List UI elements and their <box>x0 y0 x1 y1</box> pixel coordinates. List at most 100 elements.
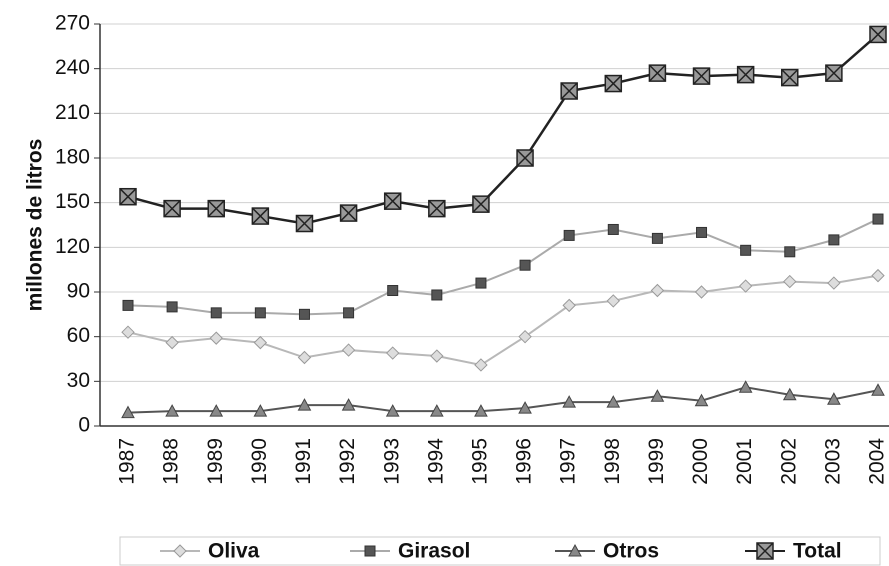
marker <box>339 204 358 222</box>
diamond <box>650 283 665 298</box>
marker <box>871 383 885 396</box>
triangle <box>606 395 621 408</box>
marker <box>648 64 667 82</box>
marker <box>297 398 312 411</box>
marker <box>651 232 663 244</box>
y-tick-label: 120 <box>55 235 90 258</box>
marker <box>165 404 179 417</box>
marker <box>383 192 402 210</box>
marker <box>696 226 708 238</box>
series-line <box>127 386 879 414</box>
square <box>431 289 443 301</box>
marker <box>430 349 444 363</box>
y-tick-label: 30 <box>67 369 90 392</box>
marker <box>781 68 799 87</box>
legend-label: Otros <box>603 540 659 563</box>
legend-label: Total <box>793 540 842 563</box>
diamond <box>562 298 576 313</box>
marker <box>253 404 268 417</box>
square <box>298 308 310 320</box>
diamond <box>474 358 488 372</box>
x-tick-label: 2003 <box>821 438 844 485</box>
y-axis-label: millones de litros <box>24 139 47 312</box>
y-tick-label: 180 <box>55 146 90 169</box>
marker <box>364 545 376 557</box>
marker <box>738 279 753 293</box>
marker <box>827 276 841 290</box>
marker <box>606 395 621 408</box>
diamond <box>121 325 135 339</box>
square <box>254 307 266 319</box>
triangle <box>738 380 753 393</box>
marker <box>163 199 181 218</box>
marker <box>298 308 310 320</box>
square <box>696 226 708 238</box>
cross <box>207 200 225 218</box>
x-tick-label: 1994 <box>424 438 447 485</box>
marker <box>828 234 840 246</box>
diamond <box>385 346 400 360</box>
cross <box>516 149 534 167</box>
marker <box>297 350 312 365</box>
square <box>740 244 752 256</box>
marker <box>251 207 270 225</box>
marker <box>783 274 797 289</box>
marker <box>253 335 268 350</box>
marker <box>385 346 400 360</box>
triangle <box>518 401 532 414</box>
marker <box>740 244 752 256</box>
x-tick-label: 1997 <box>557 438 580 485</box>
diamond <box>209 331 223 345</box>
marker <box>254 307 266 319</box>
marker <box>694 285 709 299</box>
marker <box>341 343 356 357</box>
diamond <box>253 335 268 350</box>
marker <box>756 542 774 560</box>
cross <box>119 188 137 206</box>
marker <box>736 65 755 84</box>
marker <box>694 393 709 407</box>
x-tick-label: 1995 <box>468 438 491 485</box>
triangle <box>568 543 582 557</box>
marker <box>871 268 885 283</box>
triangle <box>782 387 797 401</box>
cross <box>295 214 314 233</box>
triangle <box>385 404 400 417</box>
x-tick-label: 1988 <box>160 438 183 485</box>
triangle <box>209 404 224 417</box>
square <box>210 307 222 319</box>
square <box>122 299 134 311</box>
cross <box>869 25 887 43</box>
series-line <box>127 33 879 225</box>
marker <box>119 187 137 206</box>
marker <box>563 229 575 241</box>
cross <box>560 82 578 100</box>
y-tick-label: 90 <box>67 280 90 303</box>
marker <box>165 335 179 350</box>
marker <box>825 64 843 82</box>
square <box>387 285 399 297</box>
x-tick-label: 1992 <box>336 438 359 485</box>
cross <box>340 204 358 222</box>
marker <box>650 283 665 298</box>
marker <box>560 82 578 100</box>
y-tick-label: 0 <box>78 414 90 437</box>
marker <box>650 389 665 402</box>
x-tick-label: 1990 <box>248 438 271 485</box>
square <box>828 234 840 246</box>
marker <box>209 331 223 345</box>
y-tick-label: 150 <box>55 190 90 213</box>
marker <box>474 404 488 417</box>
triangle <box>121 405 135 419</box>
marker <box>207 199 225 218</box>
marker <box>474 358 488 372</box>
diamond <box>694 285 709 299</box>
square <box>364 545 376 557</box>
diamond <box>297 350 312 365</box>
cross <box>163 200 181 218</box>
marker <box>209 404 224 417</box>
x-tick-label: 1996 <box>513 438 536 485</box>
x-tick-label: 1989 <box>204 438 227 485</box>
diamond <box>341 343 356 357</box>
